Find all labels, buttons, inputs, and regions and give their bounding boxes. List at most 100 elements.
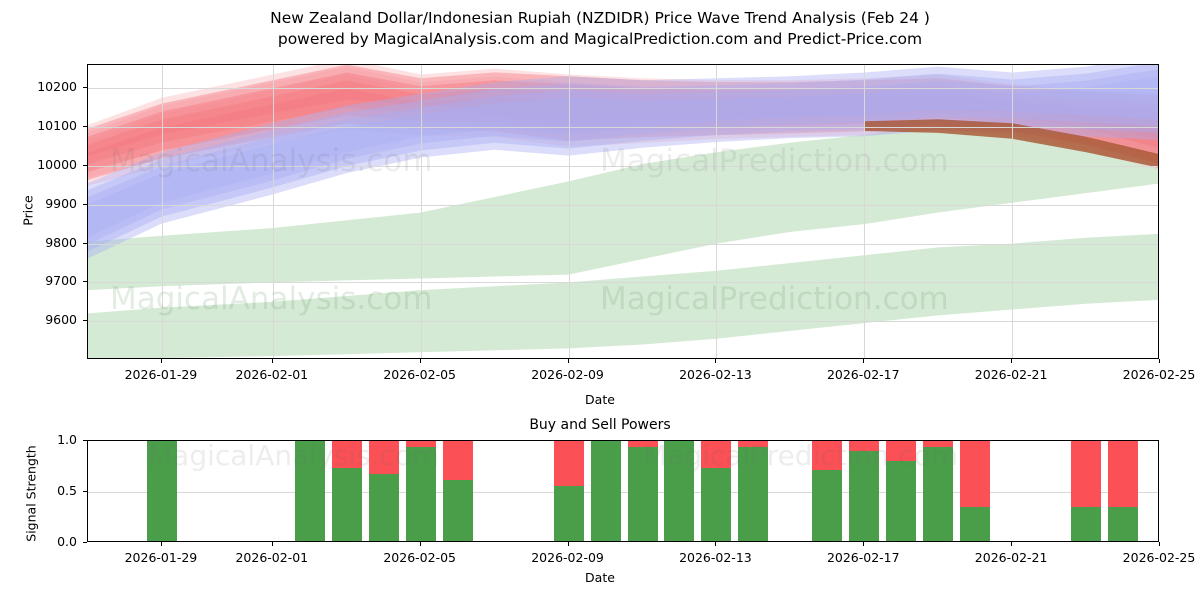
price-xtick-mark-1 (271, 359, 273, 363)
power-bar-buy-segment (1108, 507, 1138, 541)
price-band-0-2 (88, 80, 1158, 172)
price-ytick-label-6: 10200 (37, 79, 77, 95)
price-band-2-0 (88, 65, 1158, 238)
price-ytick-label-0: 9600 (45, 312, 77, 328)
price-vgrid-6 (1012, 65, 1014, 358)
price-xtick-mark-6 (1011, 359, 1013, 363)
power-bar-sell-segment (812, 441, 843, 470)
price-hgrid-1 (88, 282, 1158, 284)
power-bar[interactable] (1071, 441, 1102, 541)
price-band-5-0 (864, 119, 1158, 168)
powers-ytick-label-1: 0.5 (57, 483, 77, 498)
power-bar-sell-segment (331, 441, 362, 468)
power-bar[interactable] (849, 441, 880, 541)
price-xtick-mark-3 (567, 359, 569, 363)
price-ytick-label-1: 9700 (45, 273, 77, 289)
power-bar-buy-segment (442, 479, 473, 541)
power-bar-sell-segment (1108, 441, 1138, 508)
price-xtick-label-7: 2026-02-25 (1122, 367, 1196, 382)
power-bar[interactable] (553, 441, 584, 541)
power-bar-buy-segment (1071, 507, 1102, 541)
power-bar-sell-segment (553, 441, 584, 486)
powers-xtick-label-3: 2026-02-09 (531, 550, 604, 565)
power-bar-buy-segment (738, 447, 769, 541)
power-bar-buy-segment (960, 507, 991, 541)
page-subtitle: powered by MagicalAnalysis.com and Magic… (277, 30, 923, 48)
price-hgrid-5 (88, 127, 1158, 129)
powers-xtick-mark-6 (1011, 542, 1013, 546)
price-band-1-2 (88, 74, 1158, 186)
power-bar-sell-segment (701, 441, 732, 468)
power-bar[interactable] (812, 441, 843, 541)
power-bar-sell-segment (627, 441, 658, 448)
price-xtick-label-0: 2026-01-29 (124, 367, 198, 382)
power-bar[interactable] (701, 441, 732, 541)
price-vgrid-2 (420, 65, 422, 358)
power-bar-sell-segment (738, 441, 769, 448)
power-bar[interactable] (960, 441, 991, 541)
price-band-0-1 (88, 72, 1158, 164)
powers-ytick-mark-0 (83, 542, 87, 543)
powers-xtick-mark-3 (567, 542, 569, 546)
powers-ytick-mark-2 (83, 440, 87, 441)
powers-xtick-mark-4 (715, 542, 717, 546)
power-bar-sell-segment (368, 441, 399, 474)
price-hgrid-2 (88, 243, 1158, 245)
power-bar-buy-segment (368, 473, 399, 541)
price-band-0-3 (88, 88, 1158, 180)
price-ytick-mark-6 (83, 87, 87, 89)
price-band-1-1 (88, 66, 1158, 178)
price-ytick-mark-3 (83, 203, 87, 205)
price-ytick-mark-5 (83, 126, 87, 128)
power-bar[interactable] (738, 441, 769, 541)
power-bar[interactable] (1108, 441, 1138, 541)
price-xtick-mark-0 (160, 359, 162, 363)
price-band-2-2 (88, 69, 1158, 252)
price-xtick-mark-4 (715, 359, 717, 363)
price-band-0-0 (88, 65, 1158, 156)
price-hgrid-3 (88, 204, 1158, 206)
chart-title-block: New Zealand Dollar/Indonesian Rupiah (NZ… (0, 8, 1200, 50)
power-bar-buy-segment (146, 441, 177, 541)
price-ytick-label-5: 10100 (37, 118, 77, 134)
power-bar[interactable] (368, 441, 399, 541)
power-bar[interactable] (923, 441, 954, 541)
power-bar[interactable] (331, 441, 362, 541)
power-bar-buy-segment (590, 441, 621, 541)
power-bar[interactable] (294, 441, 325, 541)
power-bar[interactable] (886, 441, 917, 541)
power-bar-buy-segment (405, 447, 436, 541)
powers-xtick-label-0: 2026-01-29 (124, 550, 198, 565)
price-ytick-mark-2 (83, 242, 87, 244)
powers-xtick-mark-5 (863, 542, 865, 546)
price-vgrid-1 (272, 65, 274, 358)
powers-xtick-label-1: 2026-02-01 (235, 550, 309, 565)
power-bar[interactable] (664, 441, 695, 541)
price-ytick-label-3: 9900 (45, 195, 77, 211)
power-bar-buy-segment (923, 447, 954, 541)
power-bar[interactable] (405, 441, 436, 541)
powers-x-axis-label: Date (585, 570, 615, 585)
price-xtick-mark-2 (419, 359, 421, 363)
power-bar-sell-segment (1071, 441, 1102, 508)
price-vgrid-0 (161, 65, 163, 358)
power-bar-buy-segment (664, 441, 695, 541)
power-bar-sell-segment (405, 441, 436, 448)
price-hgrid-0 (88, 321, 1158, 323)
price-hgrid-6 (88, 88, 1158, 90)
price-xtick-label-6: 2026-02-21 (974, 367, 1048, 382)
power-bar[interactable] (442, 441, 473, 541)
price-hgrid-4 (88, 165, 1158, 167)
price-x-axis-label: Date (585, 392, 615, 407)
price-ytick-label-2: 9800 (45, 234, 77, 250)
price-xtick-label-2: 2026-02-05 (383, 367, 457, 382)
power-bar[interactable] (146, 441, 177, 541)
price-wave-chart-panel: MagicalAnalysis.com MagicalPrediction.co… (87, 64, 1159, 359)
power-bar-sell-segment (923, 441, 954, 448)
power-bar[interactable] (590, 441, 621, 541)
power-bar[interactable] (627, 441, 658, 541)
powers-xtick-mark-2 (419, 542, 421, 546)
powers-title: Buy and Sell Powers (529, 417, 671, 433)
price-vgrid-4 (716, 65, 718, 358)
power-bar-buy-segment (627, 447, 658, 541)
